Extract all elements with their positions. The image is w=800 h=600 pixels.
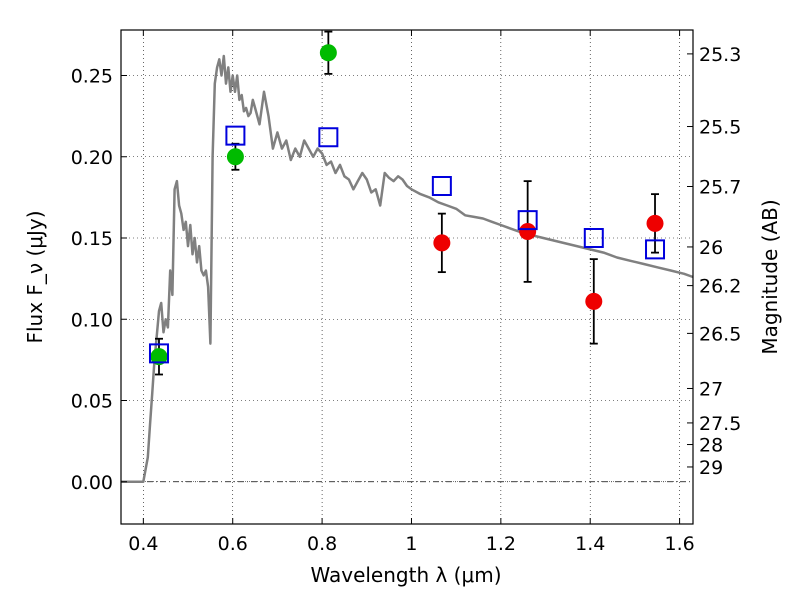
data-point [519, 223, 537, 240]
model-band-marker [645, 239, 666, 260]
right-tick-label: 25.7 [699, 176, 741, 198]
model-band-marker [225, 125, 246, 146]
model-band-marker [431, 176, 452, 196]
y-tick-label: 0.05 [71, 391, 113, 413]
y-tick-label: 0.15 [71, 228, 113, 250]
right-tick-label: 25.3 [699, 44, 741, 66]
data-points [148, 30, 666, 376]
y-tick-label: 0.25 [71, 66, 113, 88]
x-tick-label: 1.4 [575, 533, 605, 555]
right-tick-label: 26.2 [699, 276, 741, 298]
x-tick-label: 1.6 [664, 533, 694, 555]
x-axis: 0.4 0.6 0.8 1 1.2 1.4 1.6 [128, 30, 695, 555]
right-tick-label: 26 [699, 237, 723, 259]
x-tick-label: 1.2 [486, 533, 516, 555]
right-tick-label: 29 [699, 457, 723, 479]
model-band-marker [583, 228, 604, 248]
y-tick-label: 0.20 [71, 147, 113, 169]
data-point [226, 148, 244, 166]
y-axis: 0.00 0.05 0.10 0.15 0.20 0.25 [71, 66, 127, 494]
plot-area [121, 30, 693, 524]
right-tick-label: 28 [699, 435, 723, 457]
grid [121, 30, 693, 524]
data-point [319, 44, 337, 62]
data-point [646, 214, 664, 232]
right-axis-label: Magnitude (AB) [758, 199, 782, 354]
model-band-marker [517, 210, 538, 231]
right-tick-label: 27 [699, 378, 723, 400]
x-tick-label: 1 [405, 533, 417, 555]
plot-frame [120, 29, 694, 525]
data-point [433, 234, 451, 252]
right-tick-label: 26.5 [699, 323, 741, 345]
y-tick-label: 0.10 [71, 309, 113, 331]
x-axis-label: Wavelength λ (μm) [310, 563, 501, 587]
model-band-marker [148, 343, 169, 364]
model-spectrum-line [121, 54, 694, 484]
model-spectrum [121, 54, 694, 484]
y-axis-label: Flux F_ν (μJy) [23, 210, 47, 343]
data-point [585, 292, 603, 310]
model-band-marker [318, 127, 339, 148]
x-tick-label: 0.8 [307, 533, 337, 555]
x-tick-label: 0.4 [128, 533, 158, 555]
right-tick-label: 27.5 [699, 413, 741, 435]
right-tick-label: 25.5 [699, 117, 741, 139]
x-tick-label: 0.6 [218, 533, 248, 555]
y-tick-label: 0.00 [71, 472, 113, 494]
